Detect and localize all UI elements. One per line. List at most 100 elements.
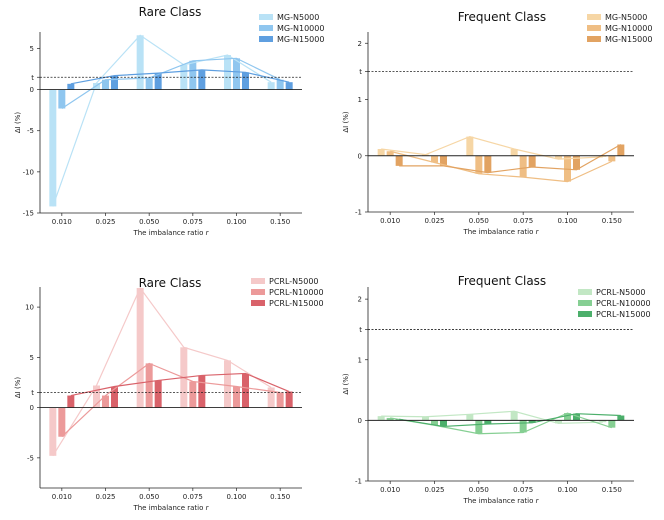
bar-pcrl-n15000-0.100	[573, 413, 580, 421]
bar-pcrl-n15000-0.025	[440, 420, 447, 427]
bar-pcrl-n5000-0.025	[93, 385, 100, 408]
legend-label-pcrl-n5000: PCRL-N5000	[596, 288, 646, 297]
bar-pcrl-n10000-0.050	[475, 420, 483, 434]
x-axis-label: The imbalance ratio r	[132, 229, 209, 237]
bar-mg-n10000-0.100	[233, 58, 240, 90]
x-tick-label: 0.050	[139, 218, 159, 226]
y-axis-label: ΔI (%)	[342, 373, 350, 394]
bar-mg-n5000-0.150	[267, 82, 275, 90]
bar-pcrl-n5000-0.010	[49, 407, 57, 456]
x-tick-label: 0.025	[95, 493, 115, 501]
y-tick-label: -15	[23, 210, 34, 218]
y-tick-label: 5	[30, 45, 34, 53]
bar-pcrl-n10000-0.010	[58, 407, 66, 437]
x-tick-label: 0.150	[602, 217, 622, 225]
bar-mg-n10000-0.025	[431, 155, 438, 163]
x-tick-label: 0.150	[602, 486, 622, 494]
y-axis-label: ΔI (%)	[14, 112, 22, 133]
legend-swatch-pcrl-n15000	[251, 300, 265, 306]
bar-mg-n5000-0.075	[510, 149, 518, 156]
legend-swatch-mg-n5000	[259, 14, 273, 20]
bar-pcrl-n15000-0.150	[285, 391, 293, 408]
bar-mg-n10000-0.050	[475, 155, 483, 174]
legend-swatch-mg-n5000	[587, 14, 601, 20]
bar-pcrl-n10000-0.025	[102, 395, 109, 408]
y-axis-label: ΔI (%)	[342, 111, 350, 132]
bar-mg-n10000-0.010	[58, 89, 66, 109]
chart-panel-pcrl-rare: -5 0 t 5 10 0.010 0.025 0.050 0.075 0.100 0.150 Rar…	[14, 276, 324, 512]
y-axis-label: ΔI (%)	[14, 377, 22, 398]
legend-swatch-pcrl-n15000	[578, 311, 592, 317]
bar-pcrl-n10000-0.100	[233, 386, 240, 408]
bar-mg-n5000-0.150	[599, 155, 607, 157]
y-tick-label: -5	[27, 127, 34, 135]
bar-pcrl-n10000-0.100	[564, 413, 571, 421]
x-tick-label: 0.100	[557, 217, 577, 225]
bar-mg-n15000-0.050	[484, 155, 492, 173]
x-tick-label: 0.100	[226, 218, 246, 226]
x-tick-label: 0.150	[270, 218, 290, 226]
x-tick-label: 0.010	[380, 486, 400, 494]
legend-swatch-pcrl-n10000	[578, 300, 592, 306]
y-tick-label: 0	[358, 152, 362, 160]
chart-panel-mg-rare: -15 -10 -5 0 t 5 0.010 0.025 0.050 0.075 0.100 0.15…	[14, 5, 324, 237]
x-tick-label: 0.075	[183, 493, 203, 501]
x-tick-label: 0.050	[469, 217, 489, 225]
bar-mg-n15000-0.050	[154, 73, 162, 90]
series-line-pcrl-n15000	[399, 413, 621, 428]
y-tick-label: -1	[355, 209, 362, 217]
y-tick-label: t	[31, 389, 34, 397]
y-tick-label: 0	[30, 86, 34, 94]
bar-pcrl-n10000-0.050	[145, 363, 153, 408]
bar-mg-n5000-0.050	[136, 35, 144, 90]
series-line-mg-n10000	[390, 150, 613, 183]
legend-label-mg-n15000: MG-N15000	[277, 35, 324, 44]
legend-label-mg-n5000: MG-N5000	[277, 13, 319, 22]
x-tick-label: 0.050	[469, 486, 489, 494]
bar-mg-n5000-0.050	[466, 136, 474, 156]
y-tick-label: 2	[358, 296, 362, 304]
y-tick-label: 1	[358, 96, 362, 104]
bar-mg-n15000-0.150	[285, 82, 293, 90]
bar-pcrl-n15000-0.075	[528, 420, 536, 423]
legend-label-mg-n10000: MG-N10000	[605, 24, 652, 33]
y-tick-label: -5	[27, 454, 34, 462]
legend-label-mg-n10000: MG-N10000	[277, 24, 324, 33]
bar-pcrl-n10000-0.150	[276, 392, 284, 408]
legend-swatch-pcrl-n5000	[578, 289, 592, 295]
bar-pcrl-n15000-0.050	[484, 420, 492, 425]
bar-mg-n5000-0.100	[555, 155, 562, 160]
bar-pcrl-n5000-0.010	[377, 416, 385, 421]
bar-pcrl-n10000-0.010	[386, 417, 394, 421]
y-tick-label: -1	[355, 478, 362, 486]
bar-pcrl-n10000-0.150	[608, 420, 616, 428]
legend-swatch-mg-n10000	[587, 25, 601, 31]
x-tick-label: 0.075	[513, 217, 533, 225]
x-tick-label: 0.100	[226, 493, 246, 501]
y-tick-label: 1	[358, 356, 362, 364]
x-tick-label: 0.010	[52, 218, 72, 226]
x-tick-label: 0.050	[139, 493, 159, 501]
x-tick-label: 0.075	[183, 218, 203, 226]
bar-mg-n15000-0.010	[395, 155, 403, 166]
legend-label-pcrl-n5000: PCRL-N5000	[269, 277, 319, 286]
bar-pcrl-n5000-0.025	[422, 416, 429, 421]
y-tick-label: 2	[358, 40, 362, 48]
series-line-mg-n5000	[52, 34, 272, 207]
y-tick-label: 5	[30, 354, 34, 362]
bar-pcrl-n15000-0.025	[111, 386, 118, 408]
series-line-mg-n15000	[399, 143, 622, 174]
legend-swatch-mg-n10000	[259, 25, 273, 31]
x-tick-label: 0.150	[270, 493, 290, 501]
bar-pcrl-n15000-0.100	[242, 373, 249, 408]
bar-mg-n10000-0.150	[276, 79, 284, 90]
bar-mg-n5000-0.010	[49, 89, 57, 207]
legend-label-mg-n5000: MG-N5000	[605, 13, 647, 22]
legend-swatch-mg-n15000	[587, 36, 601, 42]
y-tick-label: t	[359, 68, 362, 76]
chart-title: Rare Class	[139, 276, 202, 290]
bar-mg-n5000-0.010	[377, 149, 385, 156]
bar-pcrl-n15000-0.010	[67, 395, 75, 408]
chart-title: Frequent Class	[458, 274, 546, 288]
bar-pcrl-n10000-0.075	[189, 381, 197, 408]
